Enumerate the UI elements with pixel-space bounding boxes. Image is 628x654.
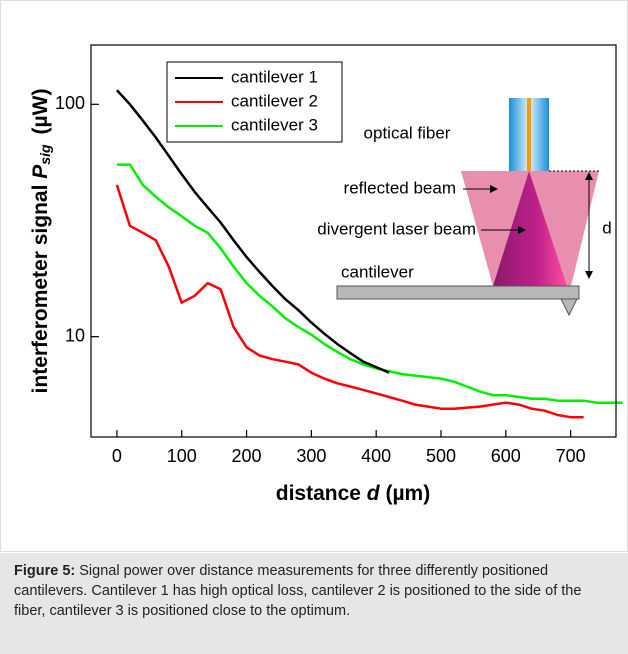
plot-area	[115, 89, 623, 419]
x-tick-label: 100	[167, 446, 197, 466]
y-label-subscript: sig	[37, 144, 53, 165]
annotation: divergent laser beam	[317, 219, 476, 238]
y-label-unit: (µW)	[29, 89, 52, 135]
y-label-text: interferometer signal	[29, 185, 52, 394]
inset-diagram: optical fiber reflected beam divergent l…	[166, 61, 612, 317]
caption-text: Signal power over distance measurements …	[14, 563, 582, 619]
y-tick-label: 10	[65, 325, 85, 345]
x-tick-label: 700	[556, 446, 586, 466]
annotation: reflected beam	[344, 178, 456, 197]
x-label-text: distance	[276, 482, 361, 505]
caption-label: Figure 5:	[14, 563, 76, 579]
legend-label: cantilever 3	[231, 115, 318, 134]
chart: optical fiber reflected beam divergent l…	[29, 44, 623, 505]
annotation: d	[602, 218, 611, 237]
series-line	[115, 89, 390, 374]
x-tick-label: 200	[232, 446, 262, 466]
cantilever-shape	[336, 285, 580, 300]
laser-beam-shape	[493, 171, 567, 286]
x-tick-label: 300	[296, 446, 326, 466]
cantilever-tip	[560, 298, 578, 317]
series-line	[115, 184, 584, 419]
y-label-symbol: P	[29, 164, 52, 179]
x-label-symbol: d	[367, 482, 381, 505]
x-tick-label: 0	[112, 446, 122, 466]
x-tick-label: 500	[426, 446, 456, 466]
x-tick-label: 400	[361, 446, 391, 466]
x-axis-label: distance d (µm)	[276, 482, 430, 505]
figure: optical fiber reflected beam divergent l…	[0, 0, 628, 552]
legend-label: cantilever 2	[231, 91, 318, 110]
y-axis-label: interferometer signal Psig (µW)	[29, 89, 53, 394]
y-tick-label: 100	[55, 93, 85, 113]
x-label-unit: (µm)	[385, 482, 430, 505]
legend-label: cantilever 1	[231, 67, 318, 86]
caption: Figure 5: Signal power over distance mea…	[0, 553, 628, 654]
annotation: cantilever	[341, 262, 414, 281]
annotation: optical fiber	[364, 123, 451, 142]
plot-frame	[90, 44, 617, 438]
series-line	[116, 163, 623, 404]
x-tick-label: 600	[491, 446, 521, 466]
